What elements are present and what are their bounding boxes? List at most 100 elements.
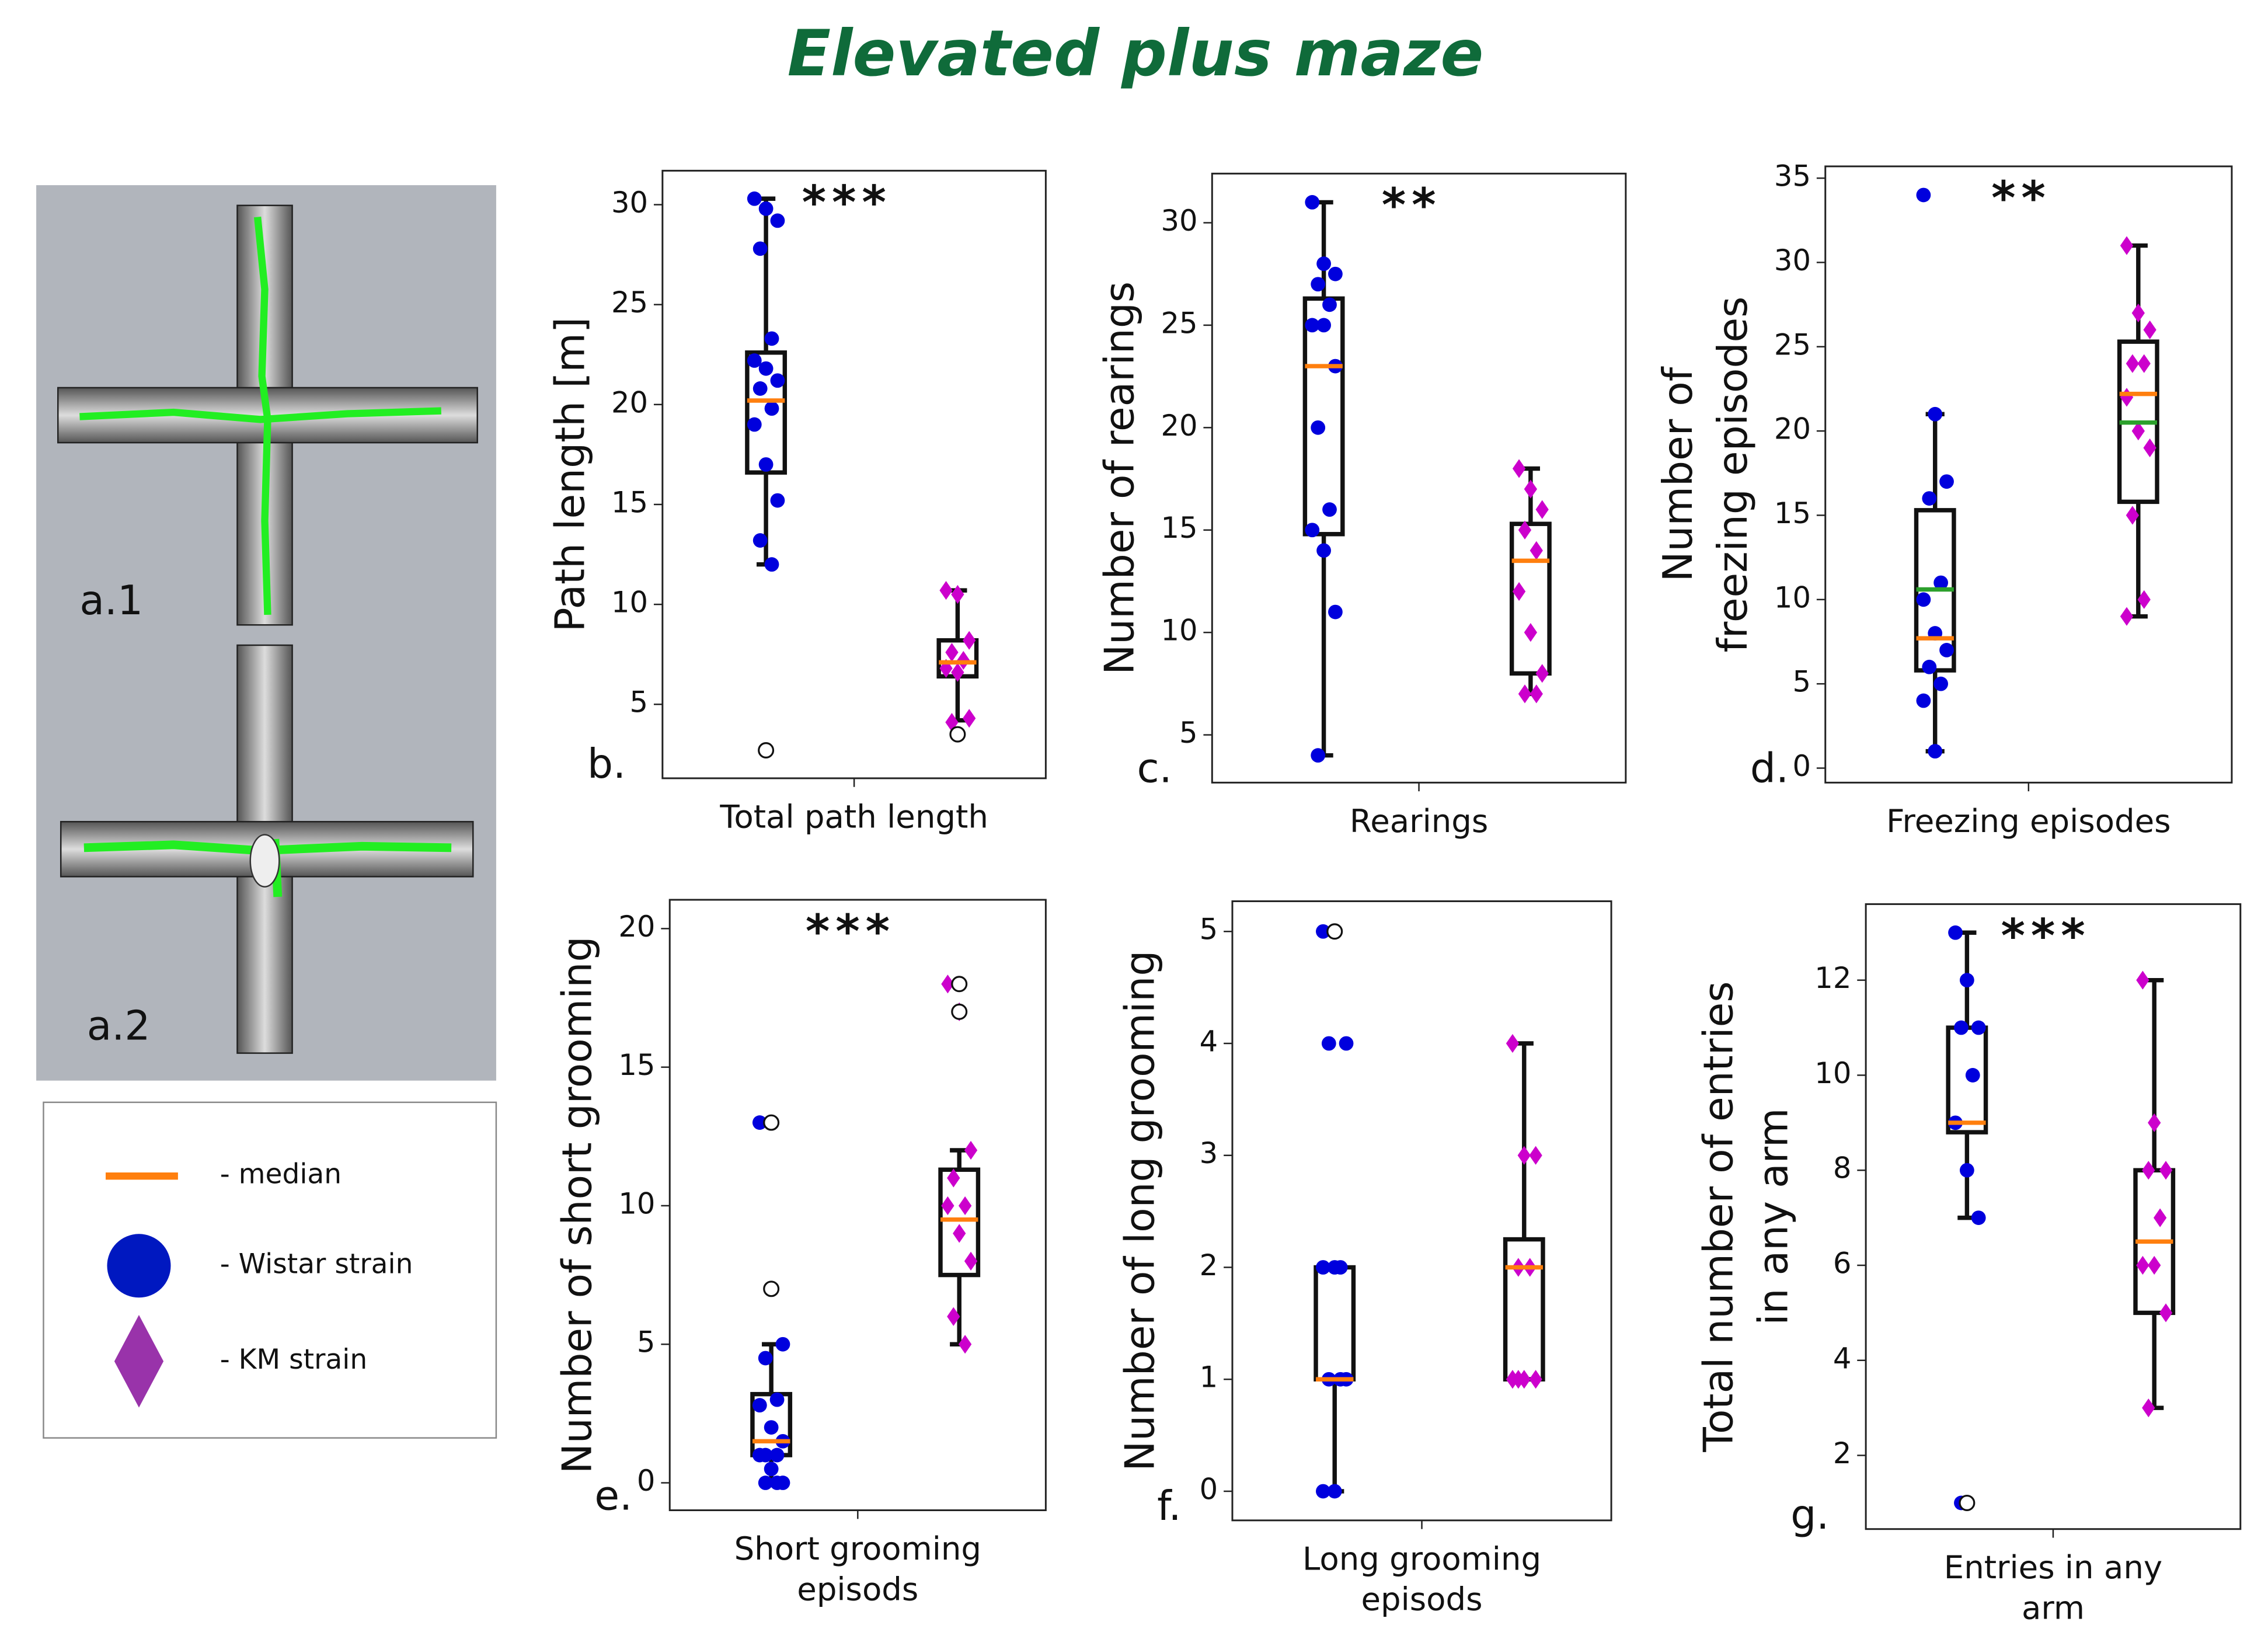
outlier — [951, 976, 968, 993]
data-point — [1916, 592, 1931, 607]
significance: *** — [802, 175, 892, 229]
legend: - median - Wistar strain - KM strain — [43, 1101, 497, 1439]
data-point — [2142, 1161, 2155, 1180]
data-point — [1518, 520, 1532, 540]
data-point — [2120, 607, 2134, 626]
data-point — [947, 1168, 960, 1188]
data-point — [1529, 1146, 1542, 1165]
data-point — [1939, 643, 1954, 657]
data-point — [2137, 590, 2151, 609]
data-point — [1965, 1068, 1980, 1083]
legend-swatch — [114, 1315, 164, 1408]
y-axis-label: Number of — [1655, 366, 1702, 582]
box-plot: 2 4 6 8 10 12 Total number of entries in any ar… — [1695, 903, 2242, 1627]
maze-panel: a.1 a.2 — [36, 185, 496, 1081]
y-tick-label: 20 — [1161, 409, 1197, 443]
outlier — [763, 1280, 780, 1297]
data-point — [1327, 1260, 1342, 1275]
data-point — [1530, 541, 1543, 560]
data-point — [941, 1196, 954, 1216]
data-point — [1916, 693, 1931, 708]
y-tick-label: 4 — [1200, 1024, 1218, 1058]
data-point — [963, 631, 976, 650]
y-tick-label: 5 — [630, 685, 649, 719]
y-tick-label: 5 — [1179, 716, 1198, 750]
data-point — [1518, 684, 1532, 704]
data-point — [1535, 664, 1549, 683]
outlier — [758, 742, 775, 758]
data-point — [764, 331, 779, 346]
y-tick-label: 5 — [637, 1325, 656, 1359]
x-axis-label: Total path length — [719, 798, 988, 835]
box-plot: 0 5 10 15 20 Number of short grooming Short gr… — [555, 899, 1047, 1607]
box — [1302, 296, 1345, 537]
data-point — [2143, 438, 2156, 458]
data-point — [764, 557, 779, 572]
x-axis-label: Rearings — [1350, 802, 1488, 840]
box-plot: 5 10 15 20 25 30 Path length [m] Total path len… — [547, 169, 1047, 835]
data-point — [963, 709, 976, 728]
data-point — [2120, 388, 2134, 407]
y-tick-label: 30 — [1161, 204, 1197, 238]
data-point — [1321, 1036, 1336, 1051]
x-axis-label: Freezing episodes — [1886, 802, 2171, 840]
data-point — [1971, 1020, 1986, 1035]
significance: ** — [1382, 178, 1442, 232]
legend-label: - KM strain — [220, 1344, 367, 1376]
y-axis-label: Number of rearings — [1097, 281, 1144, 675]
y-tick-label: 10 — [1814, 1056, 1851, 1090]
data-point — [1512, 459, 1526, 478]
data-point — [964, 1251, 978, 1271]
data-point — [1328, 604, 1343, 620]
data-point — [1954, 1020, 1969, 1035]
x-axis-label: episods — [797, 1570, 918, 1607]
data-point — [2159, 1161, 2173, 1180]
panel-label: g. — [1790, 1492, 1829, 1539]
data-point — [1322, 297, 1337, 312]
data-point — [2148, 1255, 2161, 1275]
box — [938, 1167, 981, 1278]
panel-label: f. — [1157, 1483, 1181, 1530]
data-point — [747, 191, 762, 206]
y-tick-label: 5 — [1792, 665, 1811, 699]
y-tick-label: 2 — [1833, 1436, 1852, 1470]
data-point — [758, 361, 774, 376]
maze-label: a.2 — [87, 1003, 151, 1050]
data-point — [747, 417, 762, 432]
y-tick-label: 25 — [1161, 306, 1197, 340]
y-tick-label: 15 — [1774, 496, 1811, 530]
data-point — [2159, 1303, 2173, 1323]
data-point — [764, 1420, 779, 1435]
data-point — [769, 1447, 785, 1463]
x-axis-label: Entries in any — [1944, 1548, 2162, 1586]
data-point — [1316, 543, 1331, 558]
data-point — [1529, 1370, 1542, 1389]
x-axis-label: arm — [2022, 1589, 2085, 1627]
data-point — [1328, 266, 1343, 281]
y-axis-label: Total number of entries — [1695, 982, 1742, 1453]
data-point — [1305, 318, 1320, 333]
significance: *** — [806, 904, 896, 958]
y-tick-label: 10 — [611, 586, 648, 620]
outlier — [949, 726, 966, 743]
data-point — [1959, 1163, 1974, 1178]
data-point — [1311, 420, 1326, 435]
data-point — [1922, 659, 1937, 674]
data-point — [958, 1196, 972, 1216]
x-axis-label: episods — [1361, 1581, 1483, 1618]
significance: ** — [1991, 170, 2051, 225]
data-point — [1311, 748, 1326, 763]
data-point — [1948, 925, 1963, 940]
data-point — [1916, 187, 1931, 203]
data-point — [1316, 924, 1330, 939]
x-axis-label: Long grooming — [1302, 1540, 1541, 1577]
y-tick-label: 10 — [618, 1186, 655, 1220]
data-point — [1922, 491, 1937, 506]
legend-swatch — [107, 1234, 171, 1298]
plot-frame — [1211, 172, 1627, 784]
figure-title: Elevated plus maze — [788, 16, 1484, 91]
outlier — [1326, 923, 1343, 940]
data-point — [958, 1335, 972, 1354]
data-point — [2136, 1255, 2149, 1275]
